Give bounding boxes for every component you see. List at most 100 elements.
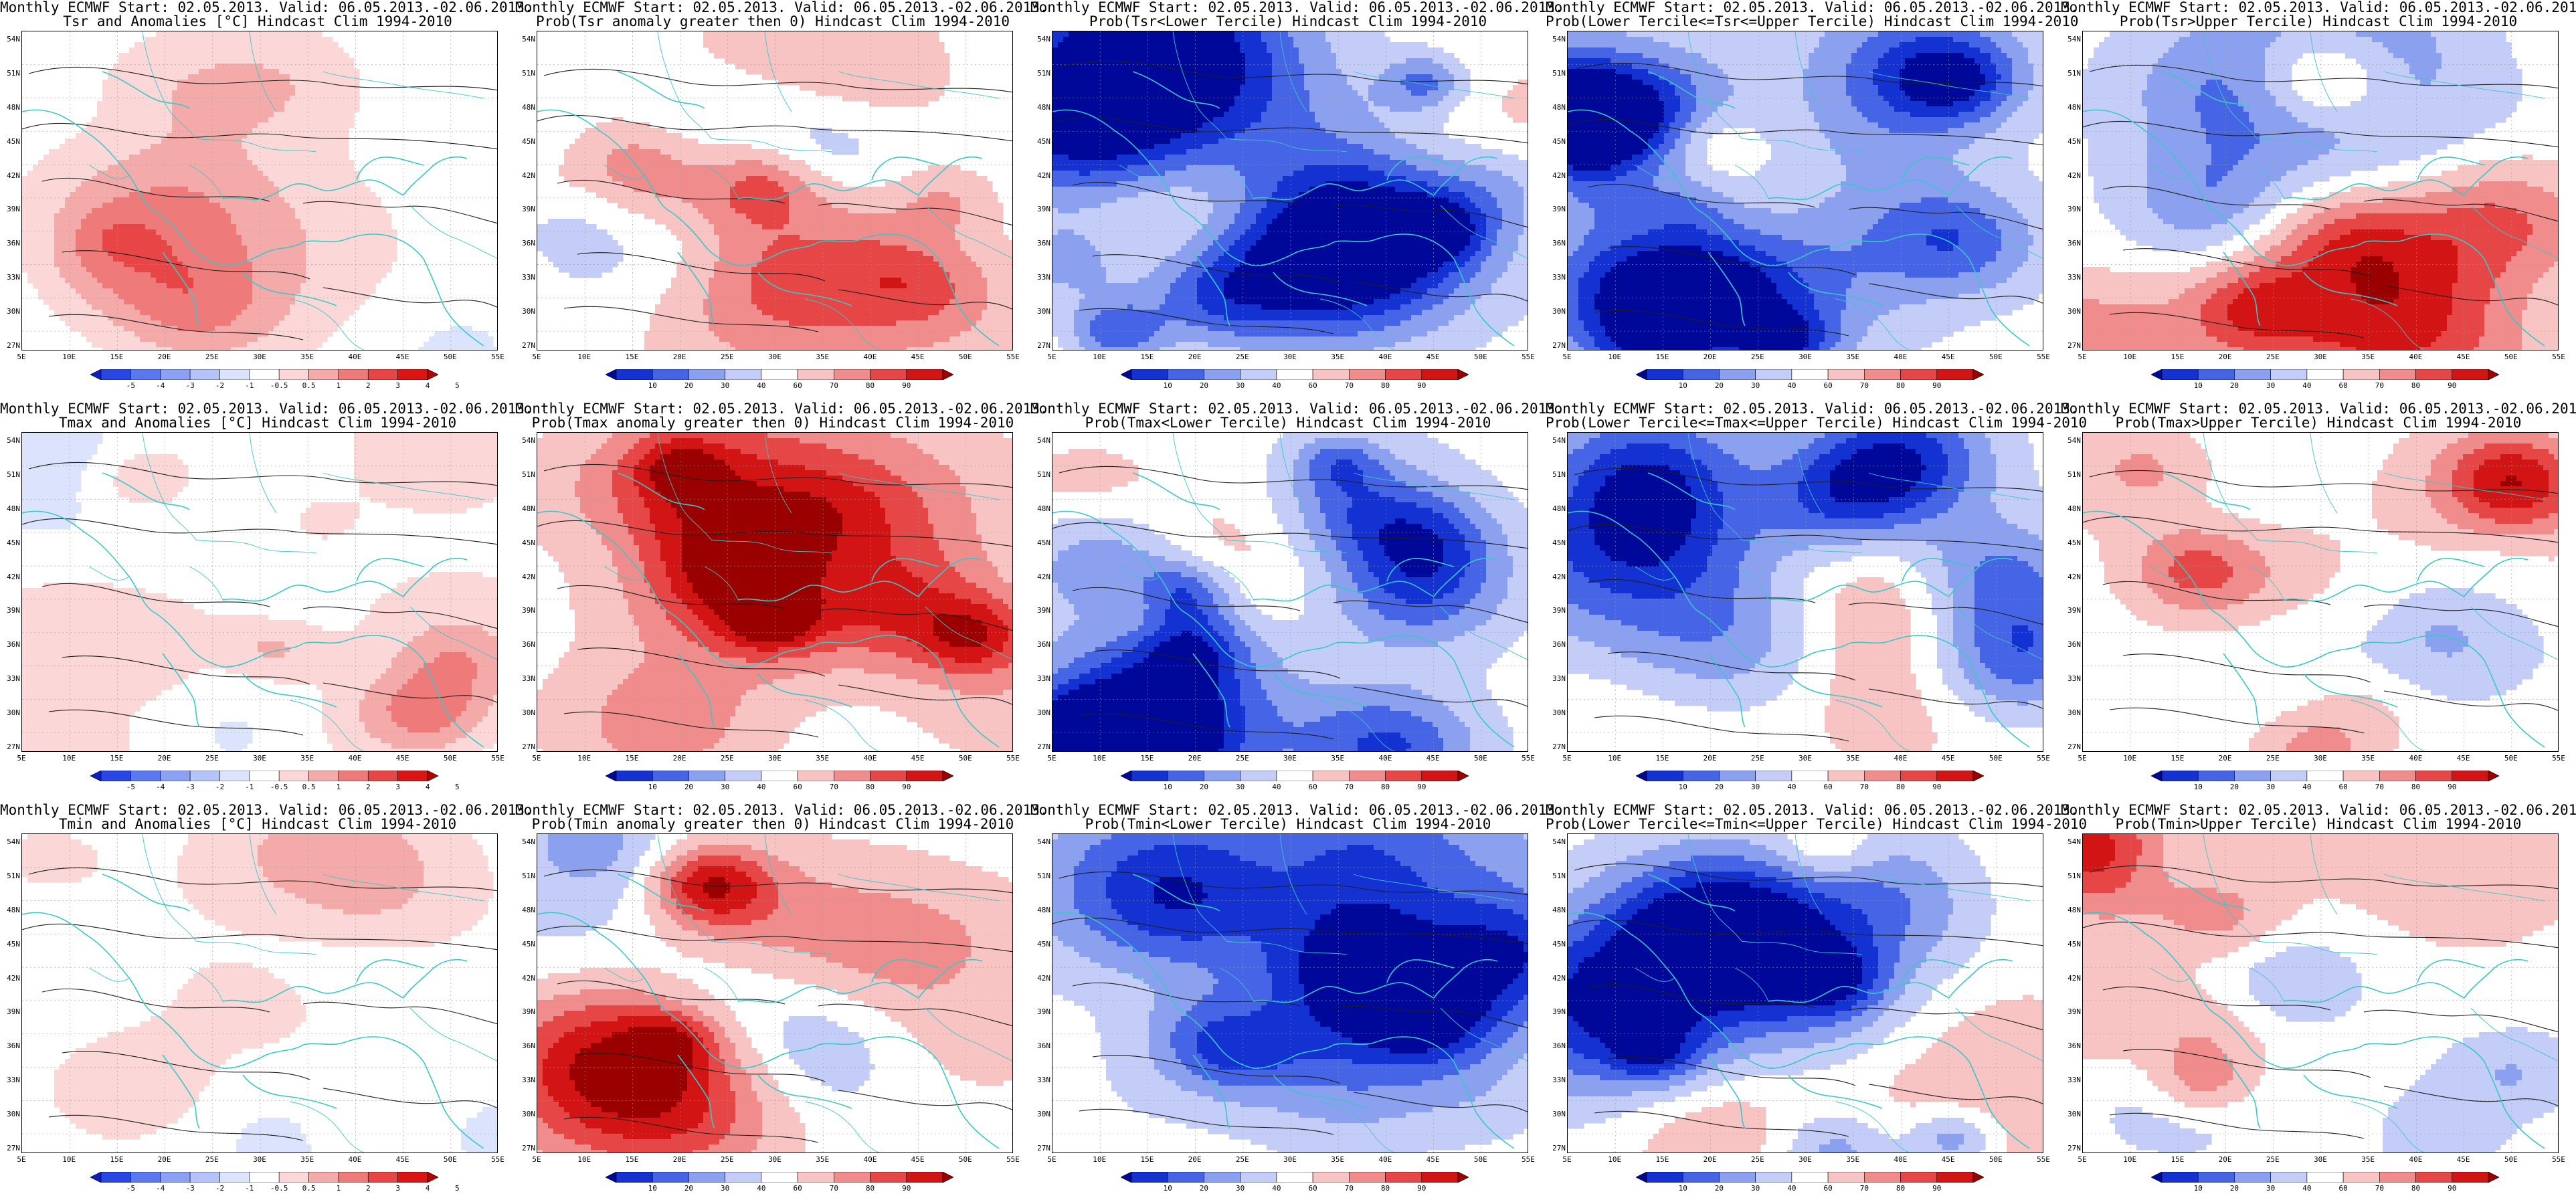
colorbar-segment (2162, 1172, 2198, 1183)
colorbar-segment (250, 369, 279, 380)
colorbar-segment (2452, 369, 2488, 380)
colorbar-tick-label: 30 (2266, 783, 2275, 791)
colorbar-segment (1458, 771, 1469, 781)
colorbar-segment (2416, 1172, 2452, 1183)
colorbar-tick-label: 30 (1751, 783, 1760, 791)
panel-title-line2: Prob(Tmin anomaly greater then 0) Hindca… (515, 817, 1030, 831)
colorbar-tick-label: -1 (245, 783, 254, 791)
colorbar-tick-label: 10 (2194, 1184, 2203, 1193)
longitude-label: 50E (2504, 353, 2518, 361)
longitude-label: 45E (396, 754, 409, 763)
colorbar-segment (1636, 369, 1647, 380)
map-area (537, 432, 1013, 752)
longitude-label: 20E (2219, 1155, 2232, 1164)
colorbar-segment (1719, 1172, 1755, 1183)
colorbar-tick-label: 20 (2230, 381, 2239, 390)
latitude-label: 39N (2061, 1007, 2081, 1016)
latitude-label: 33N (1546, 273, 1566, 282)
colorbar-tick-label: 80 (1381, 1184, 1390, 1193)
colorbar-tick-label: 5 (455, 1184, 460, 1193)
latitude-label: 51N (2061, 69, 2081, 78)
colorbar-tick-label: 40 (1272, 783, 1281, 791)
colorbar-segment (2234, 1172, 2270, 1183)
colorbar-segment (1792, 1172, 1828, 1183)
colorbar-tick-label: 30 (1236, 783, 1245, 791)
longitude-label: 20E (158, 754, 171, 763)
latitude-label: 39N (1030, 1007, 1050, 1016)
colorbar-segment (1828, 771, 1864, 781)
colorbar-tick-label: 5 (455, 381, 460, 390)
colorbar-tick-label: 60 (1308, 1184, 1317, 1193)
latitude-label: 30N (1546, 708, 1566, 717)
latitude-label: 33N (515, 1076, 535, 1084)
colorbar-segment (1313, 1172, 1349, 1183)
colorbar-segment (761, 369, 798, 380)
panel-title-line2: Prob(Lower Tercile<=Tmin<=Upper Tercile)… (1546, 817, 2061, 831)
latitude-label: 48N (1546, 906, 1566, 914)
colorbar-tick-label: 3 (395, 783, 400, 791)
colorbar-segment (870, 1172, 907, 1183)
colorbar-tick-label: 90 (1932, 1184, 1941, 1193)
colorbar-segment (2307, 771, 2343, 781)
latitude-label: 33N (2061, 674, 2081, 683)
colorbar-segment (688, 771, 725, 781)
colorbar-tick-label: 60 (2338, 783, 2347, 791)
forecast-map-panel: Monthly ECMWF Start: 02.05.2013. Valid: … (1030, 0, 1546, 401)
colorbar-segment (2379, 369, 2415, 380)
longitude-label: 15E (1140, 1155, 1154, 1164)
colorbar-tick-label: 1 (337, 381, 341, 390)
colorbar-tick-label: 10 (2194, 381, 2203, 390)
longitude-label: 25E (721, 1155, 734, 1164)
colorbar-tick-label: 40 (2302, 381, 2311, 390)
longitude-label: 10E (577, 754, 591, 763)
colorbar-segment (1973, 1172, 1984, 1183)
latitude-label: 33N (1030, 273, 1050, 282)
forecast-map-panel: Monthly ECMWF Start: 02.05.2013. Valid: … (515, 401, 1030, 803)
longitude-label: 45E (2457, 1155, 2470, 1164)
longitude-label: 10E (2123, 353, 2136, 361)
longitude-label: 55E (491, 1155, 504, 1164)
latitude-label: 30N (2061, 708, 2081, 717)
latitude-label: 30N (515, 1110, 535, 1118)
latitude-label: 30N (0, 307, 20, 316)
colorbar-tick-label: 0.5 (302, 1184, 316, 1193)
colorbar-tick-label: 5 (455, 783, 460, 791)
longitude-label: 45E (1427, 353, 1440, 361)
colorbar-tick-label: 90 (1417, 1184, 1426, 1193)
colorbar-tick-label: 20 (1715, 1184, 1724, 1193)
colorbar-segment (1937, 369, 1973, 380)
colorbar (90, 1172, 438, 1183)
latitude-label: 45N (1030, 137, 1050, 146)
latitude-label: 45N (1546, 137, 1566, 146)
latitude-label: 27N (1030, 341, 1050, 350)
panel-title-line1: Monthly ECMWF Start: 02.05.2013. Valid: … (0, 0, 515, 15)
longitude-label: 40E (1378, 754, 1392, 763)
longitude-label: 15E (2171, 1155, 2184, 1164)
colorbar-tick-label: 20 (1200, 1184, 1208, 1193)
latitude-label: 30N (2061, 307, 2081, 316)
colorbar-tick-label: 70 (830, 783, 838, 791)
colorbar-tick-label: 70 (1345, 381, 1354, 390)
colorbar-tick-label: 20 (1200, 783, 1208, 791)
colorbar-tick-label: 60 (1823, 783, 1832, 791)
latitude-label: 33N (1030, 674, 1050, 683)
colorbar-tick-label: 30 (1236, 1184, 1245, 1193)
colorbar-segment (798, 1172, 834, 1183)
longitude-label: 45E (1942, 353, 1955, 361)
colorbar-segment (1864, 1172, 1900, 1183)
colorbar-segment (2416, 771, 2452, 781)
longitude-label: 15E (1655, 1155, 1669, 1164)
latitude-label: 39N (2061, 606, 2081, 615)
colorbar-tick-label: 80 (2411, 783, 2420, 791)
colorbar-segment (2271, 771, 2307, 781)
colorbar-tick-label: 4 (426, 783, 430, 791)
colorbar-segment (907, 771, 943, 781)
colorbar-tick-label: 90 (1417, 381, 1426, 390)
colorbar-tick-label: 10 (1679, 381, 1687, 390)
longitude-label: 30E (253, 1155, 266, 1164)
longitude-label: 15E (625, 1155, 638, 1164)
colorbar-segment (190, 369, 219, 380)
latitude-label: 48N (1030, 906, 1050, 914)
colorbar-tick-label: 40 (757, 783, 765, 791)
colorbar-segment (1901, 369, 1937, 380)
